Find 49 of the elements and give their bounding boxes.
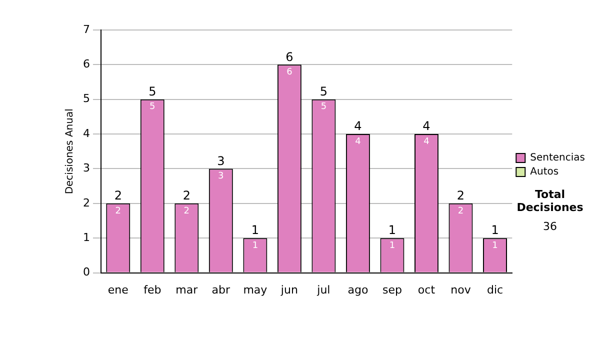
data-label: 2 (184, 206, 190, 216)
text: Total Decisiones (516, 188, 584, 214)
data-label: 5 (320, 102, 327, 112)
total-label: 1 (491, 223, 499, 238)
data-label: 1 (252, 240, 258, 251)
x-tick-label: dic (486, 283, 504, 296)
x-tick-label: may (243, 283, 268, 296)
y-tick-label: 0 (83, 266, 90, 279)
x-tick-label: jun (280, 283, 298, 296)
x-tick-label: ago (348, 283, 368, 296)
x-tick-label: abr (212, 283, 231, 296)
y-axis-title: Decisiones Anual (64, 108, 76, 194)
data-label: 1 (492, 240, 498, 251)
y-tick-label: 6 (83, 58, 90, 71)
total-label: 2 (182, 188, 190, 203)
legend-label: Autos (530, 166, 559, 178)
y-tick-label: 3 (83, 162, 90, 175)
total-label: 2 (114, 188, 122, 203)
total-label: 1 (388, 223, 396, 238)
total-label: 4 (422, 119, 430, 134)
data-label: 5 (150, 102, 156, 112)
y-tick-label: 1 (83, 230, 90, 244)
legend-label: Sentencias (530, 152, 586, 164)
data-label: 1 (389, 240, 396, 251)
data-label: 2 (115, 206, 121, 216)
data-label: 4 (355, 136, 362, 147)
data-label: 4 (424, 136, 430, 147)
total-label: 1 (251, 223, 259, 238)
x-tick-label: oct (418, 283, 436, 296)
x-tick-label: mar (176, 283, 198, 296)
total-label: 2 (456, 188, 465, 203)
data-label: 6 (286, 68, 293, 78)
x-tick-label: sep (382, 283, 402, 296)
total-label: 4 (354, 119, 362, 134)
data-label: 3 (218, 172, 224, 182)
total-label: 3 (217, 154, 225, 168)
x-tick-label: jul (316, 283, 330, 296)
x-tick-label: nov (450, 283, 472, 296)
total-label: 5 (148, 84, 156, 98)
y-tick-label: 2 (83, 196, 90, 210)
y-tick-label: 5 (83, 92, 90, 106)
total-label: 6 (286, 50, 294, 64)
y-tick-label: 7 (83, 22, 90, 36)
text: 36 (542, 220, 558, 233)
total-label: 5 (320, 84, 328, 98)
data-label: 2 (458, 206, 464, 216)
x-tick-label: ene (108, 283, 129, 296)
y-tick-label: 4 (83, 126, 90, 140)
x-tick-label: feb (144, 283, 162, 296)
